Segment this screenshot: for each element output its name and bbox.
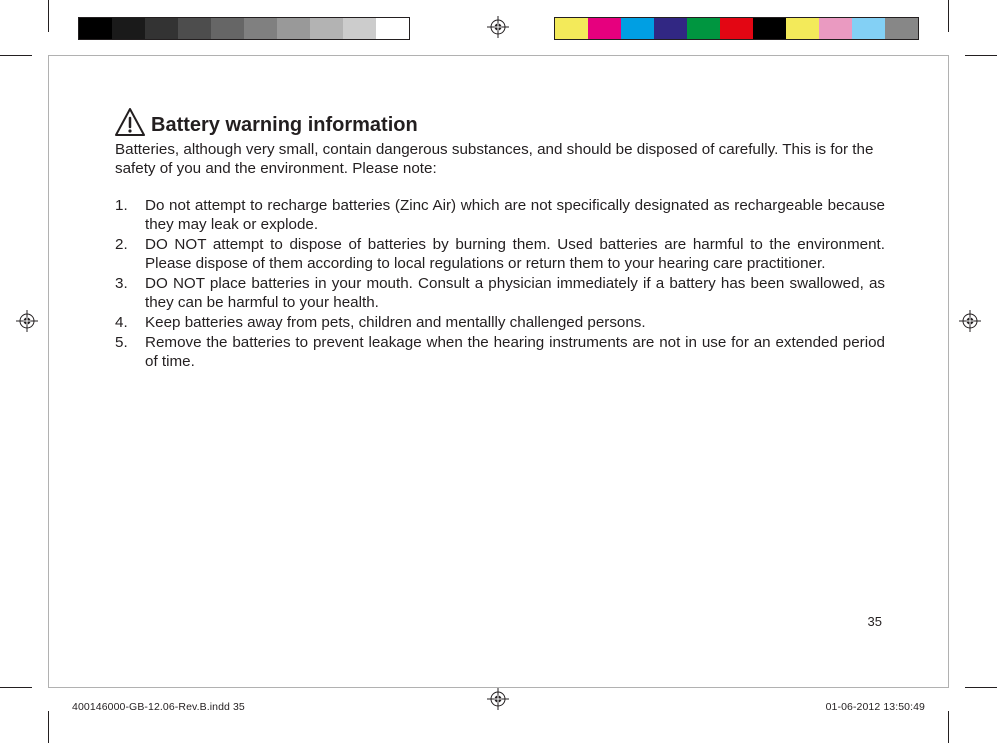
list-item: Do not attempt to recharge batteries (Zi… <box>115 196 885 234</box>
crop-mark <box>948 0 949 32</box>
list-item: Keep batteries away from pets, children … <box>115 313 885 332</box>
list-item: DO NOT attempt to dispose of batteries b… <box>115 235 885 273</box>
crop-mark <box>48 711 49 743</box>
crop-mark <box>0 55 32 56</box>
registration-mark-icon <box>16 310 38 332</box>
registration-mark-icon <box>487 16 509 38</box>
color-bar <box>554 17 919 40</box>
crop-mark <box>948 711 949 743</box>
crop-mark <box>965 55 997 56</box>
page-content: Battery warning information Batteries, a… <box>115 108 885 372</box>
warning-list: Do not attempt to recharge batteries (Zi… <box>115 196 885 371</box>
warning-triangle-icon <box>115 108 145 136</box>
section-heading: Battery warning information <box>151 114 418 136</box>
slug-line: 400146000-GB-12.06-Rev.B.indd 35 01-06-2… <box>72 701 925 713</box>
registration-mark-icon <box>959 310 981 332</box>
heading-row: Battery warning information <box>115 108 885 136</box>
list-item: DO NOT place batteries in your mouth. Co… <box>115 274 885 312</box>
intro-text: Batteries, although very small, contain … <box>115 140 885 178</box>
slug-file: 400146000-GB-12.06-Rev.B.indd 35 <box>72 701 245 713</box>
slug-datetime: 01-06-2012 13:50:49 <box>826 701 925 713</box>
grayscale-bar <box>78 17 410 40</box>
crop-mark <box>965 687 997 688</box>
page-number: 35 <box>868 614 882 629</box>
crop-mark <box>48 0 49 32</box>
list-item: Remove the batteries to prevent leakage … <box>115 333 885 371</box>
crop-mark <box>0 687 32 688</box>
